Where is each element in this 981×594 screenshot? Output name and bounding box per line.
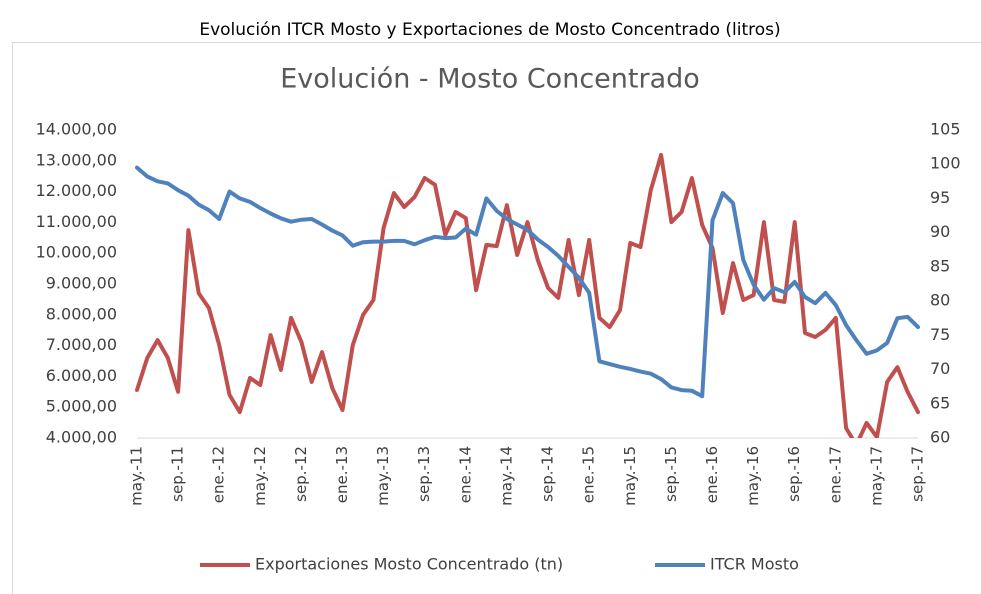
page-heading: Evolución ITCR Mosto y Exportaciones de …: [199, 20, 780, 40]
x-tick-label: may.-13: [374, 446, 392, 506]
x-tick-label: may.-11: [128, 446, 146, 506]
y2-tick-label: 70: [930, 359, 950, 378]
y-tick-label: 8.000,00: [46, 304, 117, 323]
x-tick-label: may.-16: [744, 446, 762, 506]
y-tick-label: 12.000,00: [36, 181, 117, 200]
legend-label: Exportaciones Mosto Concentrado (tn): [255, 555, 563, 574]
x-tick-label: ene.-15: [580, 446, 598, 503]
x-tick-label: may.-14: [497, 446, 515, 506]
x-tick-label: ene.-12: [210, 446, 228, 503]
x-tick-label: sep.-17: [909, 446, 927, 502]
y-tick-label: 5.000,00: [46, 397, 117, 416]
y-tick-label: 11.000,00: [36, 212, 117, 231]
series-line: [135, 152, 920, 438]
y-tick-label: 10.000,00: [36, 243, 117, 262]
y2-tick-label: 65: [930, 393, 950, 412]
chart-title: Evolución - Mosto Concentrado: [280, 64, 700, 95]
y2-tick-label: 75: [930, 325, 950, 344]
x-tick-label: sep.-14: [539, 446, 557, 502]
x-tick-label: ene.-14: [456, 446, 474, 503]
x-tick-label: sep.-13: [415, 446, 433, 502]
series-line: [135, 165, 920, 399]
y2-tick-label: 100: [930, 154, 961, 173]
y2-tick-label: 85: [930, 256, 950, 275]
y-tick-label: 4.000,00: [46, 428, 117, 447]
y-tick-label: 6.000,00: [46, 366, 117, 385]
x-tick-label: sep.-12: [292, 446, 310, 502]
x-tick-label: may.-15: [621, 446, 639, 506]
x-tick-label: ene.-13: [333, 446, 351, 503]
y2-tick-label: 60: [930, 428, 950, 447]
x-tick-label: sep.-16: [785, 446, 803, 502]
x-tick-label: may.-17: [867, 446, 885, 506]
y2-tick-label: 95: [930, 188, 950, 207]
x-tick-label: ene.-16: [703, 446, 721, 503]
y2-tick-label: 105: [930, 120, 961, 139]
plot-area: [135, 152, 920, 438]
x-tick-label: sep.-11: [169, 446, 187, 502]
x-tick-label: sep.-15: [662, 446, 680, 502]
x-tick-label: may.-12: [251, 446, 269, 506]
x-tick-label: ene.-17: [826, 446, 844, 503]
y2-tick-label: 80: [930, 291, 950, 310]
y2-tick-label: 90: [930, 222, 950, 241]
y-tick-label: 13.000,00: [36, 150, 117, 169]
y-tick-label: 9.000,00: [46, 274, 117, 293]
chart-frame: [12, 42, 981, 594]
legend-label: ITCR Mosto: [710, 555, 799, 574]
y-tick-label: 7.000,00: [46, 335, 117, 354]
y-tick-label: 14.000,00: [36, 120, 117, 139]
